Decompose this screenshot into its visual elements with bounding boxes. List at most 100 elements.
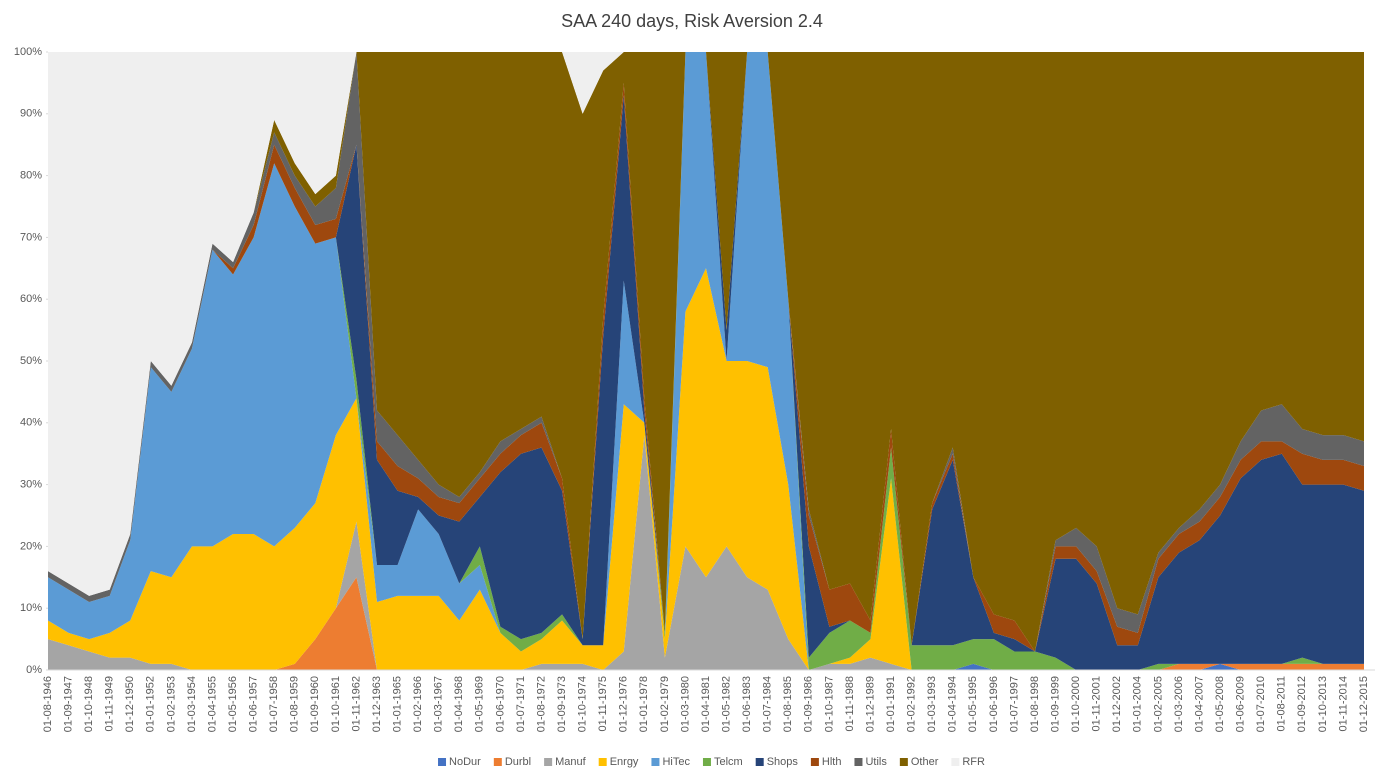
y-tick-label: 100%	[14, 46, 42, 58]
x-tick-label: 01-05-1995	[967, 676, 979, 732]
legend-swatch	[598, 758, 607, 766]
x-tick-label: 01-04-1968	[453, 676, 465, 732]
x-tick-label: 01-08-1985	[782, 676, 794, 732]
area	[48, 52, 1364, 652]
legend-label: Durbl	[505, 756, 531, 768]
x-tick-label: 01-11-1975	[597, 676, 609, 731]
x-tick-label: 01-01-1965	[391, 676, 403, 732]
y-tick-label: 60%	[20, 293, 42, 305]
x-tick-label: 01-03-1993	[926, 676, 938, 732]
legend-label: Telcm	[714, 756, 743, 768]
x-tick-label: 01-09-2012	[1296, 676, 1308, 732]
x-tick-label: 01-11-2001	[1091, 676, 1103, 731]
x-tick-label: 01-04-2007	[1193, 676, 1205, 732]
y-tick-label: 80%	[20, 170, 42, 182]
x-tick-label: 01-03-1980	[679, 676, 691, 732]
x-tick-label: 01-10-2000	[1070, 676, 1082, 732]
x-tick-label: 01-01-1952	[145, 676, 157, 732]
chart-title: SAA 240 days, Risk Aversion 2.4	[561, 11, 823, 31]
x-tick-label: 01-03-2006	[1173, 676, 1185, 732]
x-tick-label: 01-07-1984	[762, 676, 774, 732]
x-tick-label: 01-01-2004	[1132, 676, 1144, 732]
legend-label: Hlth	[822, 756, 842, 768]
legend-swatch	[702, 758, 711, 766]
legend-swatch	[544, 758, 553, 766]
y-tick-label: 30%	[20, 479, 42, 491]
area	[48, 52, 1364, 596]
x-tick-label: 01-02-1953	[165, 676, 177, 732]
x-tick-label: 01-06-1957	[248, 676, 260, 732]
legend-label: Utils	[865, 756, 887, 768]
x-tick-label: 01-07-1997	[1008, 676, 1020, 732]
x-tick-label: 01-12-1976	[618, 676, 630, 732]
y-tick-label: 20%	[20, 540, 42, 552]
x-tick-label: 01-03-1967	[433, 676, 445, 732]
x-tick-label: 01-11-2014	[1337, 676, 1349, 731]
area	[48, 435, 1364, 670]
x-tick-label: 01-12-2015	[1358, 676, 1370, 732]
x-tick-label: 01-01-1978	[638, 676, 650, 732]
x-tick-label: 01-12-1989	[864, 676, 876, 732]
x-tick-label: 01-08-1972	[535, 676, 547, 732]
x-tick-label: 01-12-2002	[1111, 676, 1123, 732]
legend-swatch	[651, 758, 660, 766]
legend-label: Manuf	[555, 756, 587, 768]
x-tick-label: 01-06-2009	[1235, 676, 1247, 732]
area	[48, 52, 1364, 670]
x-tick-label: 01-05-2008	[1214, 676, 1226, 732]
x-tick-label: 01-10-1974	[577, 676, 589, 732]
x-tick-label: 01-05-1956	[227, 676, 239, 732]
x-tick-label: 01-10-2013	[1317, 676, 1329, 732]
x-tick-label: 01-11-1988	[844, 676, 856, 731]
legend-label: NoDur	[449, 756, 481, 768]
x-tick-label: 01-02-1992	[906, 676, 918, 732]
x-tick-label: 01-05-1982	[720, 676, 732, 732]
x-tick-label: 01-09-1973	[556, 676, 568, 732]
legend-swatch	[810, 758, 819, 766]
x-tick-label: 01-06-1996	[988, 676, 1000, 732]
x-tick-label: 01-09-1986	[803, 676, 815, 732]
x-tick-label: 01-05-1969	[474, 676, 486, 732]
area	[48, 268, 1364, 670]
x-tick-label: 01-08-1998	[1029, 676, 1041, 732]
x-tick-label: 01-03-1954	[186, 676, 198, 732]
y-tick-label: 0%	[26, 664, 42, 676]
legend-label: HiTec	[662, 756, 690, 768]
x-tick-label: 01-06-1970	[494, 676, 506, 732]
area	[48, 663, 1364, 670]
x-tick-label: 01-01-1991	[885, 676, 897, 732]
x-tick-label: 01-04-1994	[947, 676, 959, 732]
x-tick-label: 01-08-1959	[289, 676, 301, 732]
legend-swatch	[493, 758, 502, 766]
x-tick-label: 01-07-2010	[1255, 676, 1267, 732]
area	[48, 52, 1364, 670]
x-tick-label: 01-10-1987	[823, 676, 835, 732]
x-tick-label: 01-02-1979	[659, 676, 671, 732]
legend-label: RFR	[962, 756, 985, 768]
legend-label: Shops	[767, 756, 799, 768]
x-tick-label: 01-12-1963	[371, 676, 383, 732]
legend-swatch	[438, 758, 447, 766]
x-tick-label: 01-11-1962	[350, 676, 362, 731]
legend-label: Other	[911, 756, 939, 768]
x-tick-label: 01-09-1999	[1049, 676, 1061, 732]
x-tick-label: 01-11-1949	[104, 676, 116, 731]
legend-swatch	[854, 758, 863, 766]
x-tick-label: 01-10-1948	[83, 676, 95, 732]
legend-swatch	[951, 758, 960, 766]
x-tick-label: 01-07-1971	[515, 676, 527, 732]
x-tick-label: 01-02-1966	[412, 676, 424, 732]
x-tick-label: 01-08-2011	[1276, 676, 1288, 731]
x-tick-label: 01-04-1981	[700, 676, 712, 732]
x-tick-label: 01-07-1958	[268, 676, 280, 732]
x-tick-label: 01-09-1960	[309, 676, 321, 732]
x-tick-label: 01-10-1961	[330, 676, 342, 732]
y-tick-label: 90%	[20, 108, 42, 120]
y-tick-label: 40%	[20, 417, 42, 429]
y-tick-label: 70%	[20, 231, 42, 243]
x-tick-label: 01-12-1950	[124, 676, 136, 732]
x-tick-label: 01-02-2005	[1152, 676, 1164, 732]
x-tick-label: 01-04-1955	[206, 676, 218, 732]
y-tick-label: 50%	[20, 355, 42, 367]
